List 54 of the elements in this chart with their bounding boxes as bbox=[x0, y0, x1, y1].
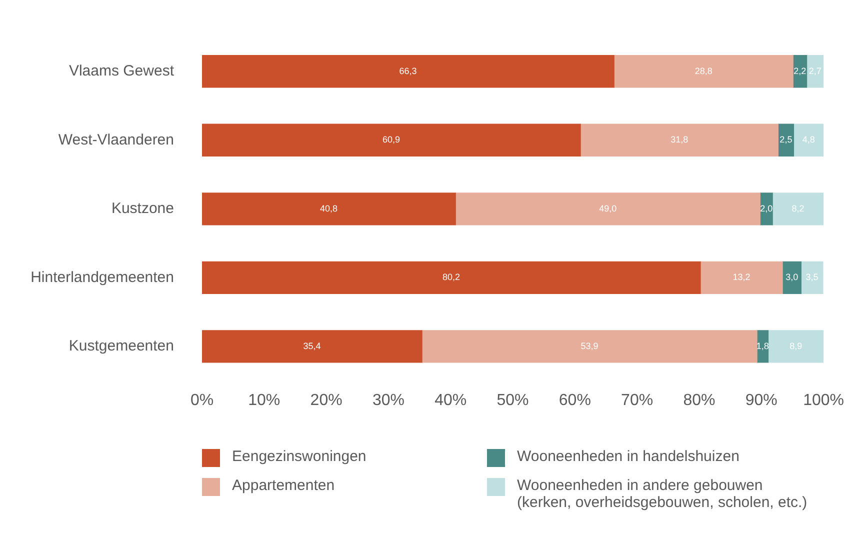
y-tick-label: Vlaams Gewest bbox=[68, 62, 175, 80]
x-tick-label: 20% bbox=[310, 392, 342, 409]
x-tick-label: 0% bbox=[190, 392, 214, 409]
x-tick-label: 40% bbox=[434, 392, 467, 409]
bar bbox=[455, 192, 760, 226]
bar bbox=[768, 330, 824, 363]
bar bbox=[202, 124, 581, 156]
data-label: 2,0 bbox=[760, 203, 773, 214]
bar bbox=[614, 55, 794, 88]
x-tick-label: 50% bbox=[496, 392, 529, 409]
bar bbox=[202, 192, 456, 226]
x-tick-label: 100% bbox=[803, 392, 844, 409]
data-label: 3,5 bbox=[806, 272, 818, 282]
bar bbox=[800, 261, 824, 294]
data-label: 66,3 bbox=[399, 66, 417, 76]
legend-label: Wooneenheden in andere gebouwen (kerken, overheidsgebouwen, scholen, etc.) bbox=[517, 477, 808, 511]
data-label: 2,7 bbox=[808, 66, 822, 76]
bar bbox=[700, 261, 783, 294]
data-label: 13,2 bbox=[732, 272, 750, 282]
legend-label: Wooneenheden in handelshuizen bbox=[517, 448, 740, 465]
y-tick-label: West-Vlaanderen bbox=[58, 131, 174, 148]
bar bbox=[202, 261, 701, 294]
data-label: 8,9 bbox=[790, 340, 802, 351]
x-tick-label: 70% bbox=[621, 392, 654, 409]
data-label: 4,8 bbox=[802, 134, 815, 145]
y-tick-label: Kustgemeenten bbox=[68, 338, 174, 355]
data-label: 3,0 bbox=[786, 272, 798, 282]
bar bbox=[806, 55, 824, 88]
data-label: 8,2 bbox=[792, 203, 804, 214]
data-label: 28,8 bbox=[694, 66, 712, 76]
bar bbox=[580, 124, 778, 156]
data-label: 2,5 bbox=[780, 134, 792, 145]
x-tick-label: 30% bbox=[372, 392, 404, 409]
legend-label: Eengezinswoningen bbox=[232, 448, 366, 465]
data-label: 49,0 bbox=[599, 203, 617, 214]
data-label: 53,9 bbox=[580, 340, 598, 351]
bar bbox=[772, 192, 824, 226]
bar bbox=[422, 330, 758, 363]
legend-label: Appartementen bbox=[232, 477, 335, 494]
x-tick-label: 80% bbox=[683, 392, 716, 409]
bar bbox=[202, 55, 614, 88]
x-tick-label: 60% bbox=[558, 392, 591, 409]
x-tick-label: 10% bbox=[248, 392, 280, 409]
x-tick-label: 90% bbox=[745, 392, 778, 409]
data-label: 60,9 bbox=[382, 134, 400, 145]
y-tick-label: Hinterlandgemeenten bbox=[30, 268, 174, 286]
data-label: 31,8 bbox=[670, 134, 688, 145]
data-label: 35,4 bbox=[303, 340, 321, 351]
bar bbox=[202, 330, 422, 363]
bar bbox=[793, 124, 824, 156]
data-label: 2,2 bbox=[794, 66, 806, 76]
y-tick-label: Kustzone bbox=[111, 200, 174, 218]
data-label: 80,2 bbox=[442, 272, 460, 282]
data-label: 40,8 bbox=[320, 203, 338, 214]
